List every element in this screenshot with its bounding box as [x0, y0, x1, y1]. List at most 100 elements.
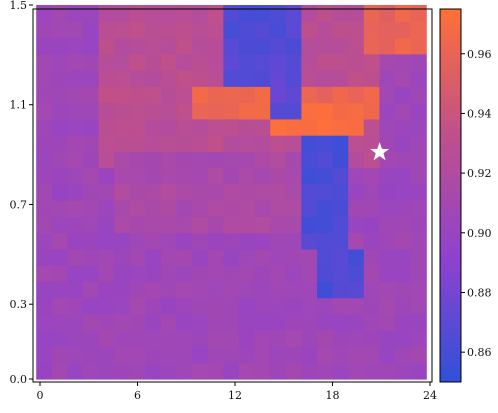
- heatmap-cell: [145, 330, 162, 348]
- heatmap-cell: [348, 313, 365, 331]
- heatmap-cell: [192, 5, 209, 22]
- heatmap-cell: [36, 362, 53, 380]
- heatmap-cell: [36, 297, 53, 315]
- heatmap-cell: [332, 167, 349, 185]
- heatmap-cell: [114, 200, 131, 217]
- heatmap-cell: [395, 5, 412, 22]
- heatmap-cell: [51, 37, 68, 55]
- heatmap-cell: [223, 330, 240, 348]
- heatmap-cell: [239, 70, 256, 87]
- heatmap-cell: [98, 313, 115, 331]
- heatmap-cell: [129, 281, 146, 299]
- heatmap-cell: [67, 37, 84, 55]
- heatmap-cell: [317, 265, 334, 283]
- heatmap-cell: [285, 232, 302, 250]
- heatmap-cell: [83, 200, 100, 217]
- heatmap-cell: [363, 53, 380, 71]
- heatmap-cell: [332, 330, 349, 348]
- heatmap-cell: [114, 232, 131, 250]
- heatmap-cell: [410, 346, 427, 364]
- heatmap-cell: [223, 37, 240, 55]
- heatmap-cell: [51, 70, 68, 87]
- heatmap-cell: [114, 281, 131, 299]
- heatmap-cell: [301, 70, 318, 87]
- heatmap-cell: [410, 200, 427, 217]
- heatmap-cell: [379, 70, 396, 87]
- heatmap-cell: [410, 330, 427, 348]
- heatmap-cell: [129, 232, 146, 250]
- heatmap-cell: [410, 281, 427, 299]
- heatmap-cell: [270, 118, 287, 136]
- heatmap-cell: [363, 37, 380, 55]
- heatmap-cell: [348, 362, 365, 380]
- heatmap-cell: [223, 297, 240, 315]
- heatmap-cell: [129, 330, 146, 348]
- heatmap-cell: [285, 362, 302, 380]
- heatmap-cells: [36, 5, 427, 380]
- heatmap-cell: [98, 200, 115, 217]
- heatmap-cell: [192, 200, 209, 217]
- heatmap-cell: [145, 21, 162, 39]
- heatmap-cell: [332, 135, 349, 152]
- heatmap-cell: [98, 362, 115, 380]
- heatmap-cell: [301, 118, 318, 136]
- heatmap-cell: [348, 265, 365, 283]
- heatmap-cell: [332, 102, 349, 120]
- heatmap-cell: [161, 21, 178, 39]
- heatmap-cell: [83, 248, 100, 266]
- heatmap-cell: [223, 232, 240, 250]
- colorbar-tick-label: 0.88: [467, 286, 492, 299]
- heatmap-cell: [145, 297, 162, 315]
- heatmap-cell: [67, 5, 84, 22]
- heatmap-cell: [36, 70, 53, 87]
- heatmap-cell: [395, 86, 412, 104]
- heatmap-cell: [192, 183, 209, 201]
- heatmap-cell: [207, 248, 224, 266]
- heatmap-cell: [317, 183, 334, 201]
- heatmap-cell: [192, 248, 209, 266]
- heatmap-cell: [145, 5, 162, 22]
- heatmap-cell: [301, 297, 318, 315]
- y-tick-label: 0.0: [10, 373, 28, 386]
- heatmap-cell: [83, 86, 100, 104]
- heatmap-cell: [379, 37, 396, 55]
- heatmap-cell: [254, 5, 271, 22]
- heatmap-cell: [301, 21, 318, 39]
- heatmap-cell: [410, 118, 427, 136]
- heatmap-cell: [410, 37, 427, 55]
- heatmap-cell: [83, 37, 100, 55]
- y-tick-label: 0.3: [10, 298, 28, 311]
- heatmap-cell: [239, 151, 256, 169]
- colorbar-tick-label: 0.94: [467, 107, 492, 120]
- heatmap-cell: [192, 297, 209, 315]
- heatmap-cell: [129, 37, 146, 55]
- heatmap-cell: [223, 167, 240, 185]
- heatmap-cell: [410, 297, 427, 315]
- heatmap-cell: [98, 70, 115, 87]
- heatmap-cell: [410, 265, 427, 283]
- heatmap-cell: [348, 248, 365, 266]
- heatmap-cell: [348, 118, 365, 136]
- heatmap-cell: [317, 5, 334, 22]
- heatmap-cell: [332, 37, 349, 55]
- heatmap-cell: [395, 313, 412, 331]
- heatmap-cell: [379, 5, 396, 22]
- heatmap-cell: [223, 118, 240, 136]
- heatmap-cell: [192, 53, 209, 71]
- heatmap-cell: [254, 102, 271, 120]
- heatmap-cell: [83, 5, 100, 22]
- heatmap-cell: [285, 216, 302, 234]
- heatmap-cell: [332, 362, 349, 380]
- heatmap-cell: [98, 102, 115, 120]
- heatmap-cell: [67, 102, 84, 120]
- heatmap-cell: [348, 53, 365, 71]
- heatmap-cell: [223, 70, 240, 87]
- heatmap-cell: [161, 297, 178, 315]
- heatmap-cell: [379, 281, 396, 299]
- heatmap-cell: [285, 313, 302, 331]
- heatmap-cell: [239, 200, 256, 217]
- heatmap-cell: [83, 183, 100, 201]
- heatmap-cell: [223, 200, 240, 217]
- heatmap-cell: [363, 70, 380, 87]
- heatmap-cell: [270, 313, 287, 331]
